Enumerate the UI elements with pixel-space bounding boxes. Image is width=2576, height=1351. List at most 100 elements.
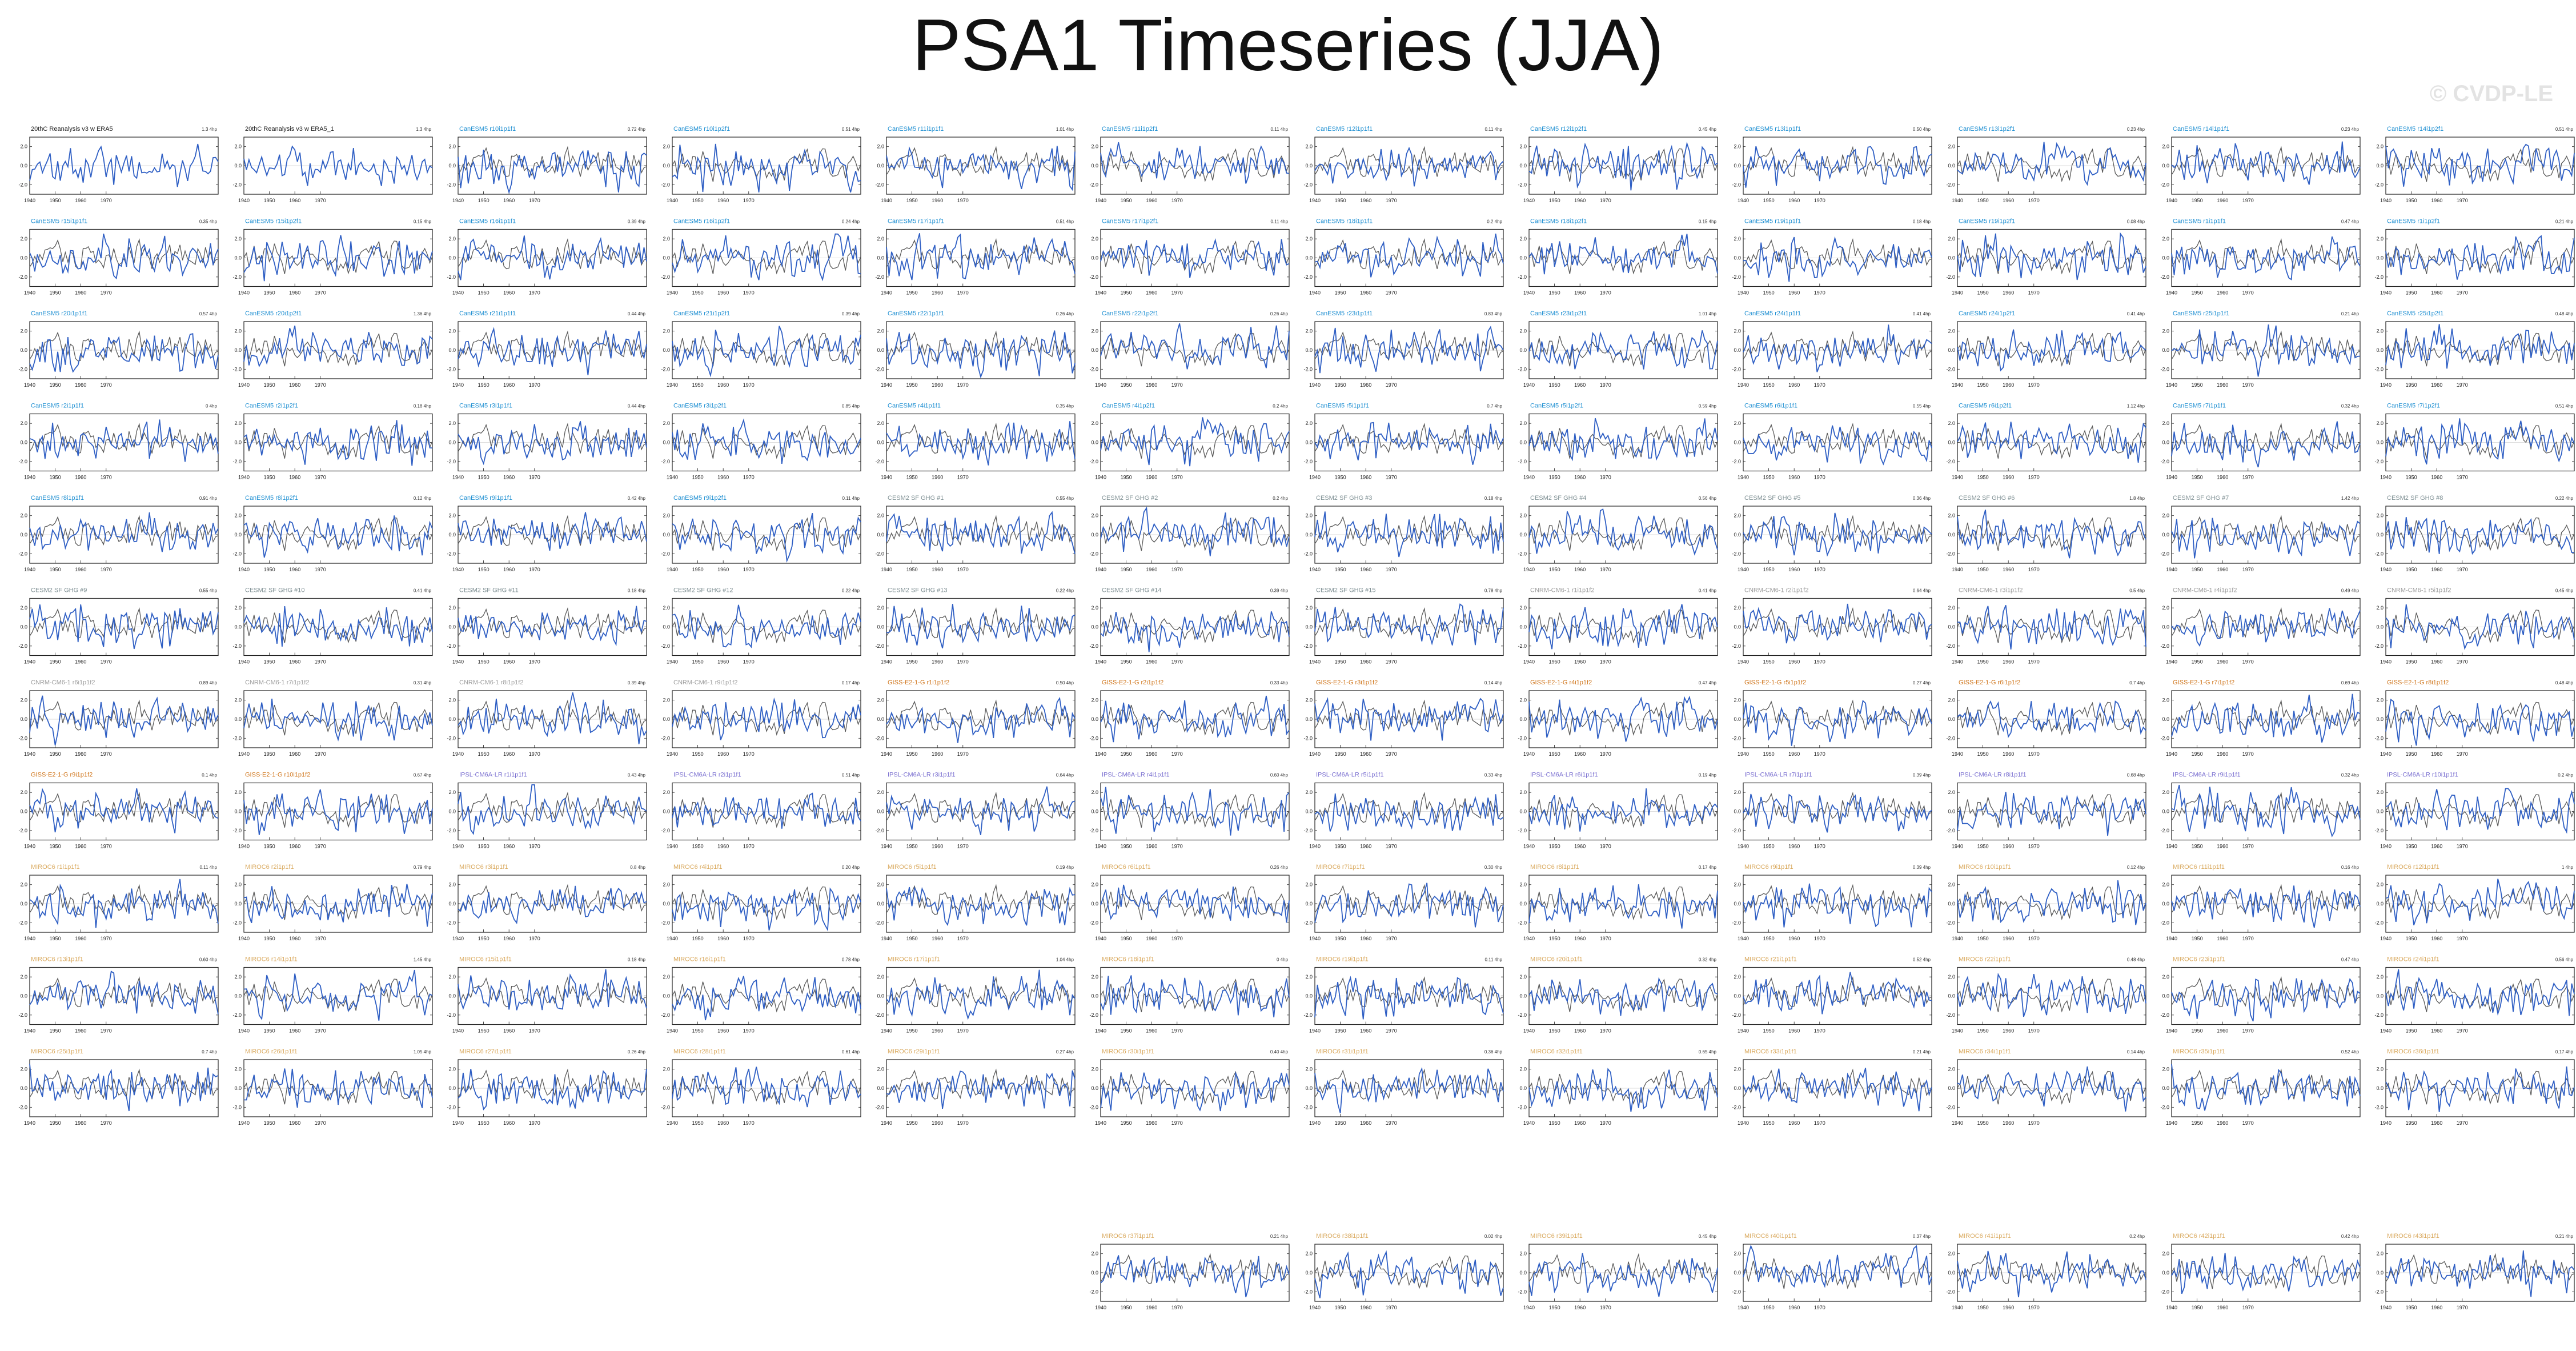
panel-stat: 0.21 4hp	[2341, 311, 2360, 316]
y-tick-label: 0.0	[877, 163, 884, 169]
x-tick-label: 1960	[1788, 1305, 1800, 1310]
x-tick-label: 1950	[50, 1028, 61, 1034]
panel: GISS-E2-1-G r7i1p1f2 0.69 4hp2.00.0-2.019…	[2160, 679, 2361, 757]
panel-title: CanESM5 r15i1p2f1	[245, 218, 302, 225]
observed-series-line	[1314, 884, 1504, 915]
y-tick-label: 2.0	[2376, 513, 2384, 519]
x-tick-label: 1950	[2192, 1305, 2203, 1310]
x-tick-label: 1960	[75, 844, 86, 849]
y-tick-label: -2.0	[18, 735, 27, 741]
x-tick-label: 1970	[315, 1028, 326, 1034]
y-tick-label: -2.0	[1089, 1289, 1098, 1294]
model-series-line	[672, 326, 861, 378]
x-tick-label: 1950	[1763, 1120, 1775, 1126]
panel-title: CanESM5 r19i1p2f1	[1959, 218, 2015, 225]
panel-title: CNRM-CM6-1 r2i1p1f2	[1744, 587, 1808, 594]
y-tick-label: 0.0	[1519, 624, 1527, 630]
panel-title: MIROC6 r18i1p1f1	[1102, 956, 1154, 963]
y-tick-label: -2.0	[1089, 1012, 1098, 1018]
panel-title: CESM2 SF GHG #5	[1744, 495, 1800, 502]
x-tick-label: 1970	[2028, 844, 2040, 849]
x-tick-label: 1940	[667, 382, 678, 388]
y-tick-label: 0.0	[877, 624, 884, 630]
x-tick-label: 1970	[1600, 751, 1611, 757]
x-tick-label: 1970	[743, 290, 755, 296]
observed-series-line	[1957, 517, 2146, 552]
model-series-line	[1957, 880, 2146, 925]
y-tick-label: 0.0	[1091, 1270, 1098, 1276]
panel-title: MIROC6 r2i1p1f1	[245, 864, 294, 871]
y-tick-label: 0.0	[877, 255, 884, 261]
y-tick-label: 0.0	[234, 440, 242, 446]
x-tick-label: 1960	[503, 290, 515, 296]
panel: GISS-E2-1-G r3i1p1f2 0.14 4hp2.00.0-2.019…	[1303, 679, 1504, 757]
panel-title: CanESM5 r24i1p1f1	[1744, 310, 1801, 317]
x-tick-label: 1940	[452, 1028, 464, 1034]
model-series-line	[1743, 425, 1932, 466]
panel-stat: 0.32 4hp	[2341, 773, 2360, 778]
y-tick-label: 0.0	[663, 347, 670, 353]
panel-stat: 0.27 4hp	[1913, 680, 1931, 685]
x-tick-label: 1960	[1146, 567, 1157, 572]
observed-series-line	[29, 238, 219, 270]
model-series-line	[243, 699, 433, 741]
model-series-line	[2171, 518, 2361, 559]
x-tick-label: 1940	[24, 475, 35, 480]
observed-series-line	[1957, 425, 2146, 459]
panel-stat: 0.21 4hp	[1270, 1234, 1289, 1239]
panel-stat: 0.18 4hp	[628, 957, 646, 963]
x-tick-label: 1970	[315, 1120, 326, 1126]
observed-series-line	[1743, 330, 1932, 362]
x-tick-label: 1940	[1952, 382, 1963, 388]
x-tick-label: 1940	[24, 659, 35, 665]
model-series-line	[672, 513, 861, 563]
y-tick-label: 0.0	[2376, 901, 2384, 907]
panel: IPSL-CM6A-LR r4i1p1f1 0.60 4hp2.00.0-2.01…	[1089, 772, 1290, 849]
x-tick-label: 1970	[529, 751, 540, 757]
y-tick-label: -2.0	[1732, 828, 1741, 833]
observed-series-line	[1528, 610, 1718, 644]
x-tick-label: 1940	[24, 382, 35, 388]
observed-series-line	[29, 976, 219, 1008]
panel-title: CanESM5 r17i1p1f1	[888, 218, 944, 225]
y-tick-label: -2.0	[875, 274, 884, 280]
panel-title: CanESM5 r24i1p2f1	[1959, 310, 2015, 317]
x-tick-label: 1940	[667, 1120, 678, 1126]
x-tick-label: 1940	[1952, 290, 1963, 296]
x-tick-label: 1950	[1549, 382, 1560, 388]
panel-title: GISS-E2-1-G r9i1p1f2	[31, 772, 93, 779]
x-tick-label: 1970	[743, 1120, 755, 1126]
panel: IPSL-CM6A-LR r8i1p1f1 0.68 4hp2.00.0-2.01…	[1946, 772, 2146, 849]
x-tick-label: 1950	[2192, 751, 2203, 757]
y-tick-label: -2.0	[1303, 735, 1313, 741]
y-tick-label: 0.0	[20, 901, 27, 907]
x-tick-label: 1960	[503, 198, 515, 203]
panel-stat: 0.19 4hp	[1699, 773, 1717, 778]
y-tick-label: 2.0	[2162, 697, 2169, 703]
y-tick-label: 0.0	[877, 716, 884, 722]
observed-series-line	[243, 979, 433, 1013]
x-tick-label: 1970	[315, 567, 326, 572]
x-tick-label: 1940	[1952, 844, 1963, 849]
x-tick-label: 1940	[1095, 382, 1106, 388]
model-series-line	[1528, 788, 1718, 832]
x-tick-label: 1960	[2217, 659, 2228, 665]
x-tick-label: 1940	[1523, 936, 1535, 941]
x-tick-label: 1950	[1549, 936, 1560, 941]
x-tick-label: 1970	[1386, 475, 1397, 480]
y-tick-label: -2.0	[1732, 735, 1741, 741]
